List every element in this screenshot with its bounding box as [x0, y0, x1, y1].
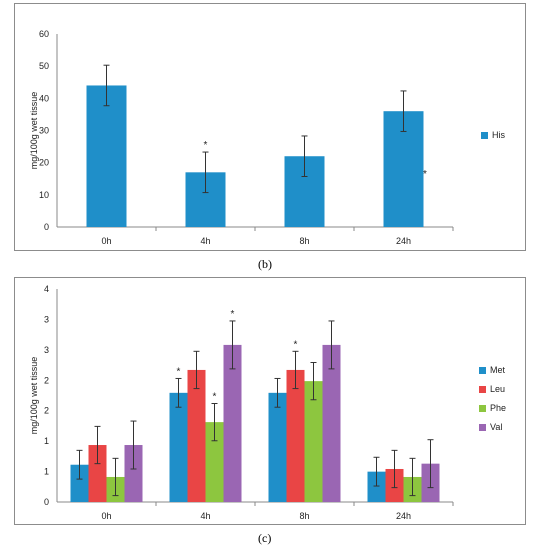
- y-tick-label: 3: [44, 345, 49, 355]
- chart-panel-b: 0 10 20 30 40 50 60 mg/100g wet tissue 0h 4h * 8h 24…: [14, 3, 526, 251]
- legend-swatch: [479, 386, 486, 393]
- legend-label: Met: [490, 365, 506, 375]
- y-tick-label: 4: [44, 284, 49, 294]
- legend-swatch: [481, 132, 488, 139]
- legend-swatch: [479, 367, 486, 374]
- legend-swatch: [479, 424, 486, 431]
- x-tick-label: 24h: [396, 511, 411, 521]
- y-tick-label: 0: [44, 222, 49, 232]
- panel-label-b: (b): [258, 257, 272, 271]
- y-tick-label: 3: [44, 314, 49, 324]
- y-tick-label: 2: [44, 406, 49, 416]
- x-tick-label: 4h: [200, 236, 210, 246]
- y-tick-label: 2: [44, 375, 49, 385]
- bar: [322, 344, 341, 502]
- y-tick-label: 50: [39, 61, 49, 71]
- bar: [268, 392, 287, 502]
- bar: [304, 381, 323, 502]
- chart-b-svg: 0 10 20 30 40 50 60 mg/100g wet tissue 0h 4h * 8h 24…: [29, 29, 505, 246]
- y-tick-label: 30: [39, 126, 49, 136]
- x-tick-label: 4h: [200, 511, 210, 521]
- bar: [286, 369, 305, 502]
- legend-label: His: [492, 130, 505, 140]
- legend-label: Phe: [490, 403, 506, 413]
- panel-label-c: (c): [258, 531, 272, 545]
- bar: [124, 445, 143, 502]
- legend-swatch: [479, 405, 486, 412]
- y-tick-label: 0: [44, 497, 49, 507]
- significance-asterisk: *: [423, 169, 427, 180]
- x-tick-label: 0h: [101, 511, 111, 521]
- bar: [367, 471, 386, 502]
- x-tick-label: 0h: [101, 236, 111, 246]
- x-tick-label: 8h: [299, 511, 309, 521]
- significance-asterisk: *: [204, 140, 208, 151]
- y-tick-label: 1: [44, 436, 49, 446]
- significance-asterisk: *: [231, 309, 235, 320]
- bar: [223, 344, 242, 502]
- x-tick-label: 24h: [396, 236, 411, 246]
- y-tick-label: 40: [39, 93, 49, 103]
- y-axis-label: mg/100g wet tissue: [29, 92, 39, 170]
- bar: [205, 422, 224, 502]
- legend-label: Val: [490, 422, 502, 432]
- y-tick-label: 10: [39, 190, 49, 200]
- bar: [86, 85, 127, 227]
- significance-asterisk: *: [177, 366, 181, 377]
- bar: [169, 392, 188, 502]
- legend-label: Leu: [490, 384, 505, 394]
- bar: [187, 369, 206, 502]
- bar: [88, 445, 107, 502]
- significance-asterisk: *: [213, 391, 217, 402]
- y-tick-label: 1: [44, 467, 49, 477]
- chart-panel-c: 0 1 1 2 2 3 3 4 mg/100g wet tissue 0h 4h * * * 8h * 24h M…: [14, 277, 526, 525]
- chart-c-svg: 0 1 1 2 2 3 3 4 mg/100g wet tissue 0h 4h * * * 8h * 24h M…: [29, 284, 506, 521]
- y-tick-label: 60: [39, 29, 49, 39]
- bar: [70, 464, 89, 502]
- x-tick-label: 8h: [299, 236, 309, 246]
- y-axis-label: mg/100g wet tissue: [29, 357, 39, 435]
- y-tick-label: 20: [39, 158, 49, 168]
- significance-asterisk: *: [294, 339, 298, 350]
